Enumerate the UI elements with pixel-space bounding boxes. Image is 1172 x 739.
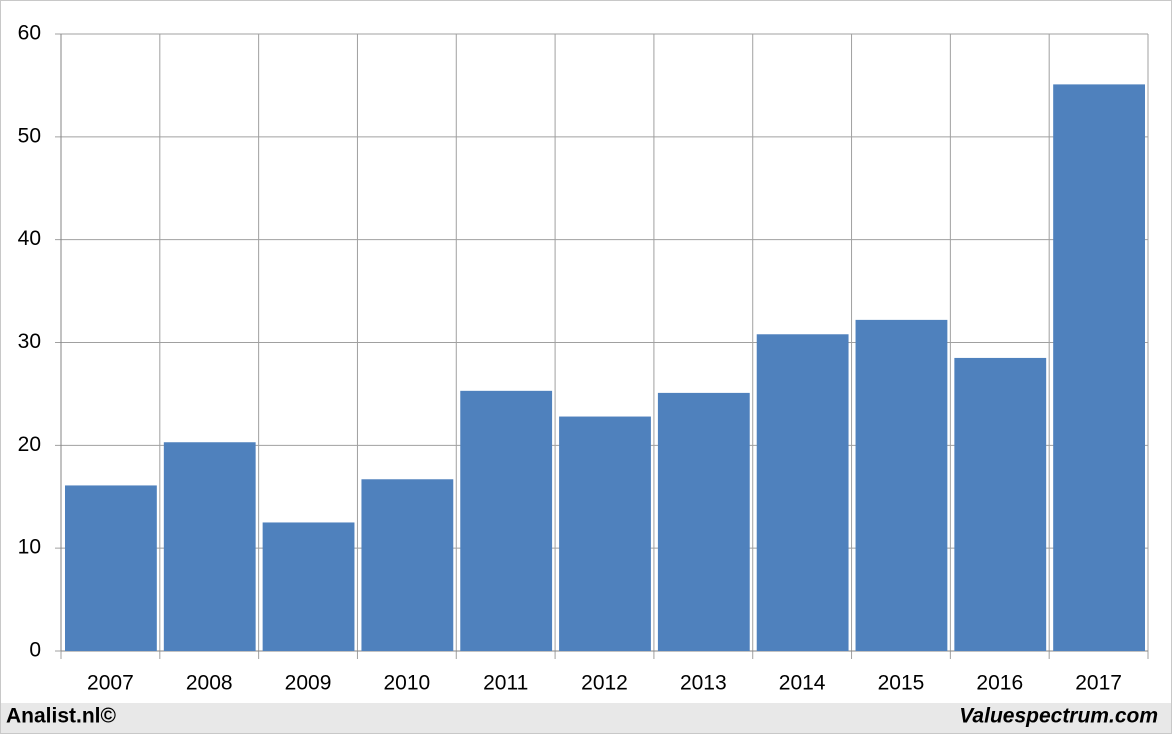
bar <box>262 522 355 651</box>
x-tick-label: 2016 <box>976 672 1023 695</box>
bar <box>163 442 256 651</box>
y-tick-label: 30 <box>18 330 41 353</box>
x-tick-label: 2011 <box>483 672 528 695</box>
y-tick-label: 40 <box>18 227 41 250</box>
bar <box>756 334 849 651</box>
y-tick-label: 10 <box>18 536 41 559</box>
footer-right: Valuespectrum.com <box>959 705 1158 728</box>
x-tick-label: 2013 <box>680 672 727 695</box>
x-tick-label: 2012 <box>581 672 628 695</box>
bar <box>65 485 157 651</box>
bar <box>460 390 553 651</box>
x-tick-label: 2017 <box>1075 672 1122 695</box>
y-tick-label: 20 <box>18 433 41 456</box>
footer-band <box>1 703 1171 733</box>
x-tick-label: 2010 <box>384 672 431 695</box>
x-tick-label: 2015 <box>878 672 925 695</box>
footer-left: Analist.nl© <box>6 705 117 728</box>
bar <box>855 319 948 651</box>
x-tick-label: 2008 <box>186 672 233 695</box>
bar <box>657 392 750 651</box>
y-tick-label: 0 <box>29 639 41 662</box>
bar <box>1053 84 1145 652</box>
x-tick-label: 2014 <box>779 672 826 695</box>
y-tick-label: 60 <box>18 22 41 45</box>
bar <box>559 416 651 651</box>
y-tick-label: 50 <box>18 124 41 147</box>
x-tick-label: 2007 <box>87 672 134 695</box>
bar <box>954 357 1047 651</box>
bar <box>361 479 454 651</box>
x-tick-label: 2009 <box>285 672 332 695</box>
